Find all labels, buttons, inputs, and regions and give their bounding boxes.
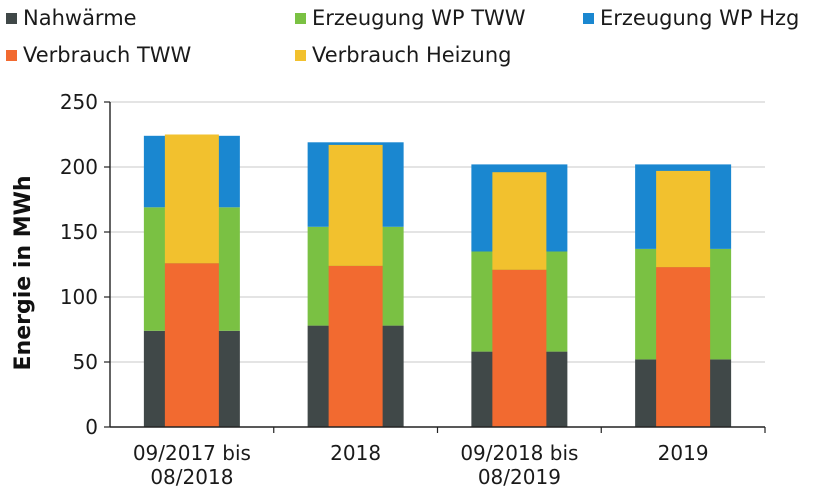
bar-verbrauch-heizung-1 [328,144,383,266]
bar-verbrauch-heizung-0 [164,134,219,264]
legend-swatch-erzeugung-wp-tww [295,12,306,24]
legend-swatch-verbrauch-tww [6,49,17,61]
legend-item-erzeugung-wp-hzg: Erzeugung WP Hzg [583,6,799,30]
legend-item-erzeugung-wp-tww: Erzeugung WP TWW [295,6,526,30]
bar-verbrauch-tww-1 [328,265,383,427]
legend-item-nahwarme: Nahwärme [6,6,137,30]
legend-swatch-nahwarme [6,12,17,24]
x-tick-label-0-0: 09/2017 bis [133,441,251,465]
x-tick-label-2-1: 08/2019 [478,465,561,489]
x-tick-label-1-0: 2018 [330,441,381,465]
bar-verbrauch-tww-0 [164,263,219,427]
bar-verbrauch-heizung-2 [492,172,547,270]
bar-verbrauch-tww-3 [656,267,711,427]
legend-label-nahwarme: Nahwärme [23,6,137,30]
legend-item-verbrauch-tww: Verbrauch TWW [6,43,191,67]
y-tick-label-0: 0 [85,415,98,439]
bar-verbrauch-tww-2 [492,269,547,427]
y-tick-label-100: 100 [60,285,98,309]
x-tick-label-2-0: 09/2018 bis [460,441,578,465]
x-tick-label-0-1: 08/2018 [150,465,233,489]
legend-label-verbrauch-tww: Verbrauch TWW [23,43,192,67]
legend-item-verbrauch-heizung: Verbrauch Heizung [295,43,511,67]
bars [143,134,732,427]
legend-label-erzeugung-wp-hzg: Erzeugung WP Hzg [600,6,800,30]
legend-label-verbrauch-heizung: Verbrauch Heizung [312,43,512,67]
legend-label-erzeugung-wp-tww: Erzeugung WP TWW [312,6,526,30]
legend-swatch-erzeugung-wp-hzg [583,12,594,24]
y-tick-label-250: 250 [60,90,98,114]
y-tick-label-50: 50 [73,350,98,374]
bar-verbrauch-heizung-3 [656,170,711,268]
x-tick-label-3-0: 2019 [658,441,709,465]
legend-swatch-verbrauch-heizung [295,49,306,61]
y-axis-title: Energie in MWh [11,175,36,370]
y-tick-label-150: 150 [60,220,98,244]
y-tick-label-200: 200 [60,155,98,179]
